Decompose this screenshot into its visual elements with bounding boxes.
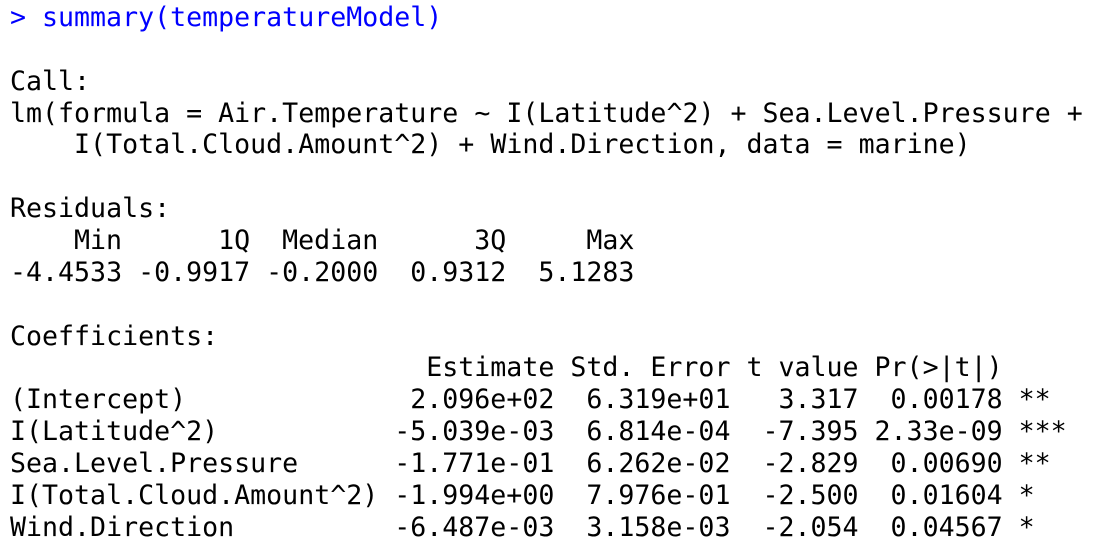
signif-stars: * <box>1018 479 1035 511</box>
signif-stars: ** <box>1018 384 1051 416</box>
coef-name: Wind.Direction <box>10 511 235 543</box>
residual-value: -0.9917 <box>138 256 251 288</box>
coefficients-label: Coefficients: <box>10 320 219 352</box>
residual-value: -4.4533 <box>10 256 123 288</box>
coef-cell: 6.814e-04 <box>586 416 731 448</box>
coef-cell: 3.317 <box>778 384 859 416</box>
call-line: lm(formula = Air.Temperature ~ I(Latitud… <box>10 97 1099 129</box>
coef-header: Std. Error <box>570 352 731 384</box>
coef-cell: -2.054 <box>762 511 859 543</box>
coef-cell: -6.487e-03 <box>394 511 555 543</box>
coef-cell: 0.00690 <box>890 447 1003 479</box>
coef-cell: 2.33e-09 <box>874 416 1003 448</box>
coef-cell: 0.00178 <box>890 384 1003 416</box>
coef-header: t value <box>746 352 859 384</box>
coef-cell: -1.994e+00 <box>394 479 555 511</box>
coef-cell: 6.262e-02 <box>586 447 731 479</box>
call-label: Call: <box>10 65 91 97</box>
residual-header: Median <box>282 224 379 256</box>
prompt: > <box>10 2 27 33</box>
coef-cell: 2.096e+02 <box>410 384 555 416</box>
residual-value: -0.2000 <box>266 256 379 288</box>
residual-header: Min <box>74 224 123 256</box>
coef-name: I(Total.Cloud.Amount^2) <box>10 479 379 511</box>
coef-name: (Intercept) <box>10 384 187 416</box>
coef-cell: -2.500 <box>762 479 859 511</box>
residuals-label: Residuals: <box>10 193 171 225</box>
coef-header: Pr(>|t|) <box>874 352 1003 384</box>
coef-cell: -7.395 <box>762 416 859 448</box>
residual-header: Max <box>586 224 635 256</box>
signif-stars: *** <box>1018 416 1067 448</box>
residual-header: 1Q <box>218 224 251 256</box>
coef-cell: 0.04567 <box>890 511 1003 543</box>
coef-cell: -5.039e-03 <box>394 416 555 448</box>
residual-value: 0.9312 <box>410 256 507 288</box>
coef-header: Estimate <box>426 352 555 384</box>
coef-cell: -2.829 <box>762 447 859 479</box>
coef-cell: -1.771e-01 <box>394 447 555 479</box>
coef-cell: 7.976e-01 <box>586 479 731 511</box>
coef-name: I(Latitude^2) <box>10 416 219 448</box>
signif-stars: * <box>1018 511 1035 543</box>
coef-name: Sea.Level.Pressure <box>10 447 299 479</box>
command: summary(temperatureModel) <box>42 2 443 33</box>
residual-header: 3Q <box>474 224 507 256</box>
residual-value: 5.1283 <box>538 256 635 288</box>
call-line: I(Total.Cloud.Amount^2) + Wind.Direction… <box>10 129 971 161</box>
coef-cell: 0.01604 <box>890 479 1003 511</box>
coef-cell: 3.158e-03 <box>586 511 731 543</box>
signif-stars: ** <box>1018 447 1051 479</box>
coef-cell: 6.319e+01 <box>586 384 731 416</box>
